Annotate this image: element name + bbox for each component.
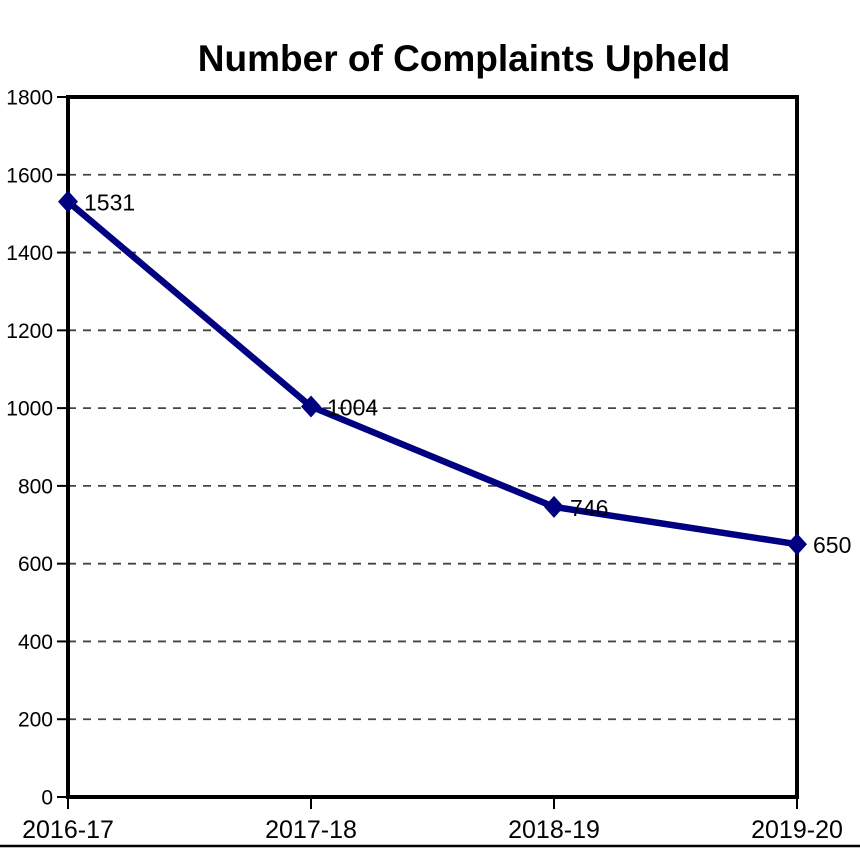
- y-tick-label: 600: [18, 553, 53, 576]
- series-layer: [58, 190, 807, 556]
- y-tick-label: 1600: [6, 164, 53, 187]
- y-tick-label: 800: [18, 475, 53, 498]
- y-tick-label: 0: [41, 787, 53, 810]
- x-tick-label: 2017-18: [265, 816, 357, 844]
- y-tick-label: 1400: [6, 242, 53, 265]
- data-labels-layer: 1531 1004 746 650: [84, 190, 851, 559]
- data-point-label: 746: [570, 495, 608, 521]
- axes-layer: 0 200 400 600 800 1000 1200 1400 1600 1800 2016-17…: [6, 87, 843, 845]
- x-tick-label: 2018-19: [508, 816, 600, 844]
- plot-border: [66, 95, 799, 799]
- data-point-label: 650: [813, 532, 851, 558]
- data-point-label: 1004: [327, 395, 378, 421]
- y-tick-label: 1200: [6, 320, 53, 343]
- y-tick-label: 1000: [6, 398, 53, 421]
- series-line: [64, 198, 801, 548]
- gridlines-layer: [68, 173, 797, 721]
- x-tick-label: 2016-17: [22, 816, 114, 844]
- y-tick-label: 1800: [6, 87, 53, 110]
- data-point-marker: [544, 495, 564, 518]
- x-tick-label: 2019-20: [751, 816, 843, 844]
- data-point-marker: [301, 395, 321, 418]
- y-tick-label: 200: [18, 709, 53, 732]
- data-point-label: 1531: [84, 190, 135, 216]
- chart-title: Number of Complaints Upheld: [198, 38, 730, 79]
- data-point-marker: [787, 533, 807, 556]
- data-point-marker: [58, 190, 78, 213]
- y-tick-label: 400: [18, 631, 53, 654]
